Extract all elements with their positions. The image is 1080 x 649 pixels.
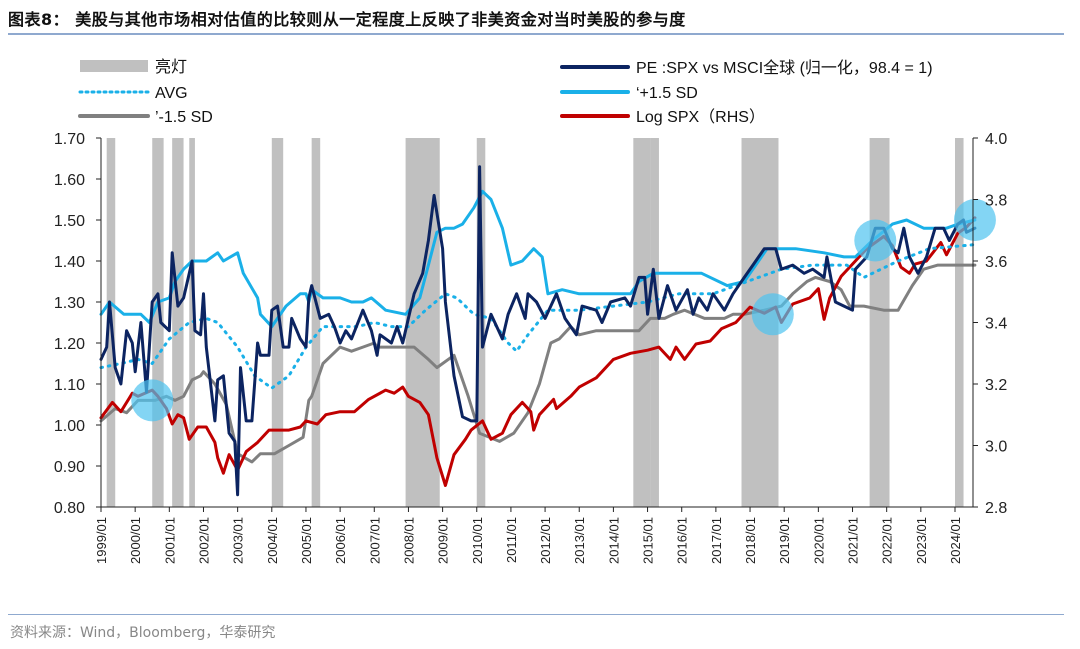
y-left-tick-label: 1.00 — [54, 418, 85, 435]
source-note: 资料来源：Wind，Bloomberg，华泰研究 — [10, 625, 276, 641]
highlight-band — [271, 138, 284, 507]
x-tick-label: 2002/01 — [196, 517, 211, 564]
highlight-band — [152, 138, 164, 507]
highlight-band — [869, 138, 890, 507]
x-tick-label: 2006/01 — [333, 517, 348, 564]
y-right-tick-label: 3.6 — [985, 254, 1007, 271]
y-left-tick-label: 1.30 — [54, 295, 85, 312]
legend-label-minus: ’-1.5 SD — [155, 109, 213, 126]
legend-swatch-bands — [80, 60, 148, 72]
legend-label-pe: PE :SPX vs MSCI全球 (归一化，98.4 = 1) — [636, 59, 933, 77]
x-tick-label: 2003/01 — [231, 517, 246, 564]
x-tick-label: 2015/01 — [641, 517, 656, 564]
x-tick-label: 2019/01 — [777, 517, 792, 564]
highlight-circle — [854, 219, 897, 262]
x-tick-label: 2007/01 — [367, 517, 382, 564]
x-tick-label: 2020/01 — [811, 517, 826, 564]
x-tick-label: 2016/01 — [675, 517, 690, 564]
x-tick-label: 2010/01 — [470, 517, 485, 564]
y-right-tick-label: 4.0 — [985, 131, 1007, 148]
series-line-minus — [99, 263, 977, 464]
x-tick-label: 2000/01 — [128, 517, 143, 564]
y-left-tick-label: 0.80 — [54, 500, 85, 517]
x-tick-label: 2013/01 — [572, 517, 587, 564]
x-tick-label: 2024/01 — [948, 517, 963, 564]
x-tick-label: 1999/01 — [94, 517, 109, 564]
axes: 0.80 0.90 1.00 1.10 1.20 1.30 1.40 1.50 1.60 1.70… — [54, 131, 1007, 564]
x-tick-label: 2005/01 — [299, 517, 314, 564]
x-tick-label: 2017/01 — [709, 517, 724, 564]
legend-label-spx: Log SPX（RHS） — [636, 108, 765, 126]
x-tick-label: 2014/01 — [606, 517, 621, 564]
x-tick-label: 2012/01 — [538, 517, 553, 564]
series-line-pe — [99, 165, 977, 497]
y-left-tick-label: 1.40 — [54, 254, 85, 271]
highlight-circle — [131, 379, 174, 422]
x-tick-label: 2022/01 — [880, 517, 895, 564]
legend-label-plus: ‘+1.5 SD — [636, 85, 698, 102]
y-left-tick-label: 1.70 — [54, 131, 85, 148]
legend-label-bands: 亮灯 — [155, 58, 187, 76]
x-tick-label: 2021/01 — [846, 517, 861, 564]
series-line-avg — [99, 243, 977, 390]
x-tick-label: 2023/01 — [914, 517, 929, 564]
highlight-circle — [953, 199, 996, 241]
y-right-tick-label: 3.8 — [985, 193, 1007, 210]
y-right-tick-label: 3.4 — [985, 316, 1007, 333]
y-left-tick-label: 0.90 — [54, 459, 85, 476]
series-lines — [99, 165, 977, 497]
highlight-band — [955, 138, 964, 507]
x-tick-label: 2009/01 — [436, 517, 451, 564]
y-right-tick-label: 2.8 — [985, 500, 1007, 517]
y-right-tick-label: 3.0 — [985, 439, 1007, 456]
y-left-tick-label: 1.10 — [54, 377, 85, 394]
highlight-circles — [131, 199, 996, 422]
highlight-band — [311, 138, 321, 507]
x-tick-label: 2018/01 — [743, 517, 758, 564]
y-left-tick-label: 1.60 — [54, 172, 85, 189]
series-line-spx — [99, 216, 977, 487]
y-right-tick-label: 3.2 — [985, 377, 1007, 394]
legend: 亮灯 AVG ’-1.5 SD PE :SPX vs MSCI全球 (归一化，9… — [78, 58, 933, 126]
title-divider — [8, 33, 1064, 35]
highlight-band — [172, 138, 184, 507]
x-tick-label: 2011/01 — [504, 517, 519, 563]
highlight-circle — [751, 293, 794, 336]
x-tick-label: 2008/01 — [401, 517, 416, 564]
footer-divider — [8, 614, 1064, 615]
y-left-tick-label: 1.20 — [54, 336, 85, 353]
chart-title: 图表8： 美股与其他市场相对估值的比较则从一定程度上反映了非美资金对当时美股的参… — [8, 10, 686, 29]
x-tick-label: 2001/01 — [162, 517, 177, 564]
x-tick-label: 2004/01 — [265, 517, 280, 564]
highlight-band — [650, 138, 659, 507]
highlight-band — [633, 138, 651, 507]
y-left-tick-label: 1.50 — [54, 213, 85, 230]
legend-label-avg: AVG — [155, 85, 188, 102]
